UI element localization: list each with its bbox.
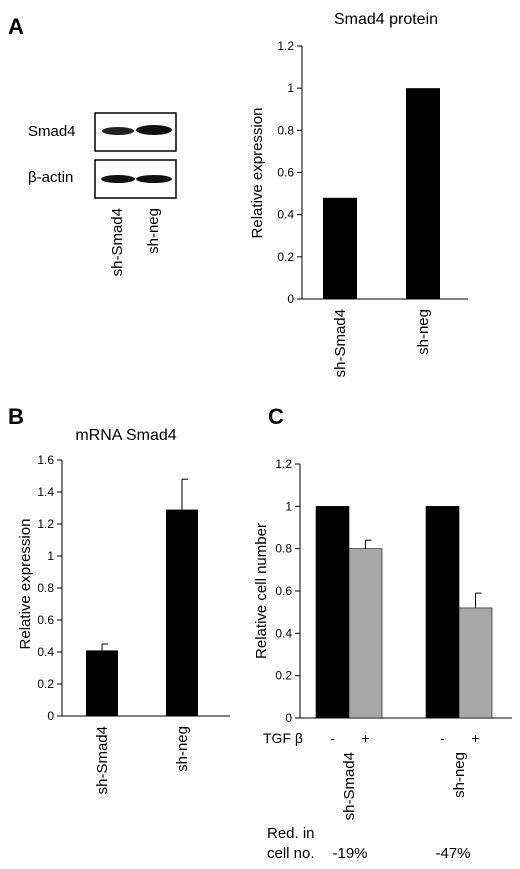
blot-band-actin-lane1	[101, 175, 135, 183]
chart-a-category-label-0: sh-Smad4	[332, 309, 349, 377]
chart-c-bar-1-1	[458, 607, 493, 719]
reduction-row: Red. in cell no. -19% -47%	[267, 825, 471, 862]
chart-c-ytick-label-4: 0.8	[275, 542, 292, 556]
chart-b-bar-0	[86, 650, 118, 716]
blot-lane-label-1: sh-Smad4	[109, 208, 126, 276]
chart-a-ytick-label-4: 0.8	[277, 123, 294, 137]
blot-band-smad4-lane2	[136, 125, 172, 135]
chart-b-category-label-1: sh-neg	[174, 726, 191, 772]
chart-b-ytick-label-6: 1.2	[37, 517, 54, 531]
chart-b-title: mRNA Smad4	[75, 427, 176, 444]
chart-b-ytick-label-5: 1	[47, 549, 54, 563]
chart-b-bar-1	[166, 509, 198, 716]
chart-a-ytick-label-1: 0.2	[277, 250, 294, 264]
reduction-label-line1: Red. in	[267, 825, 315, 842]
chart-b: mRNA Smad4 Relative expression 0 0.2 0.4 0.…	[17, 427, 230, 794]
chart-c-treatment-mark-1-1: +	[471, 730, 479, 746]
chart-a-ytick-label-0: 0	[287, 292, 294, 306]
reduction-value-sh-neg: -47%	[435, 845, 470, 862]
chart-a-category-label-1: sh-neg	[415, 309, 432, 355]
chart-c-treatment-label: TGF β	[263, 730, 303, 746]
chart-b-ytick-label-8: 1.6	[37, 453, 54, 467]
chart-a-bar-1	[406, 88, 440, 300]
western-blot: Smad4 β-actin sh-Smad4 sh-neg	[28, 112, 177, 276]
chart-a: Smad4 protein Relative expression 0 0.2 0.…	[249, 11, 468, 377]
chart-b-ytick-label-3: 0.6	[37, 613, 54, 627]
chart-c-ytick-label-5: 1	[285, 499, 292, 513]
chart-a-ylabel: Relative expression	[249, 108, 266, 239]
chart-b-category-label-0: sh-Smad4	[94, 726, 111, 794]
chart-b-ytick-label-1: 0.2	[37, 677, 54, 691]
blot-band-label-actin: β-actin	[28, 169, 73, 186]
panel-letter-b: B	[8, 404, 24, 429]
chart-c-ytick-label-2: 0.4	[275, 626, 292, 640]
chart-c-ytick-label-1: 0.2	[275, 669, 292, 683]
chart-c-ytick-label-6: 1.2	[275, 457, 292, 471]
reduction-value-sh-smad4: -19%	[332, 845, 367, 862]
chart-b-ytick-label-2: 0.4	[37, 645, 54, 659]
chart-b-ytick-label-7: 1.4	[37, 485, 54, 499]
blot-band-label-smad4: Smad4	[28, 123, 76, 140]
blot-band-actin-lane2	[136, 175, 172, 183]
panel-letter-a: A	[8, 14, 24, 39]
chart-b-ylabel: Relative expression	[17, 519, 34, 650]
chart-a-ytick-label-5: 1	[287, 81, 294, 95]
chart-c-bar-1-0	[425, 506, 460, 719]
chart-a-title: Smad4 protein	[334, 11, 438, 28]
chart-c-ylabel: Relative cell number	[253, 523, 270, 659]
panel-letter-c: C	[268, 404, 284, 429]
chart-c-ytick-label-3: 0.6	[275, 584, 292, 598]
blot-lane-label-2: sh-neg	[145, 208, 162, 254]
chart-c-treatment-mark-0-1: +	[361, 730, 369, 746]
chart-c-treatment-mark-0-0: -	[330, 730, 335, 746]
chart-a-ytick-label-6: 1.2	[277, 39, 294, 53]
chart-c: Relative cell number TGF β 0 0.2 0.4 0.6 0.8…	[253, 457, 512, 820]
chart-c-treatment-mark-1-0: -	[440, 730, 445, 746]
reduction-label-line2: cell no.	[267, 845, 315, 862]
chart-a-bar-0	[323, 197, 357, 299]
chart-b-ytick-label-0: 0	[47, 709, 54, 723]
chart-a-ytick-label-2: 0.4	[277, 208, 294, 222]
chart-c-bar-0-1	[348, 548, 383, 719]
chart-a-ytick-label-3: 0.6	[277, 166, 294, 180]
blot-band-smad4-lane1	[102, 127, 134, 135]
chart-c-category-label-0: sh-Smad4	[341, 752, 358, 820]
chart-c-bar-0-0	[315, 506, 350, 719]
chart-b-ytick-label-4: 0.8	[37, 581, 54, 595]
chart-c-category-label-1: sh-neg	[451, 752, 468, 798]
chart-c-ytick-label-0: 0	[285, 711, 292, 725]
